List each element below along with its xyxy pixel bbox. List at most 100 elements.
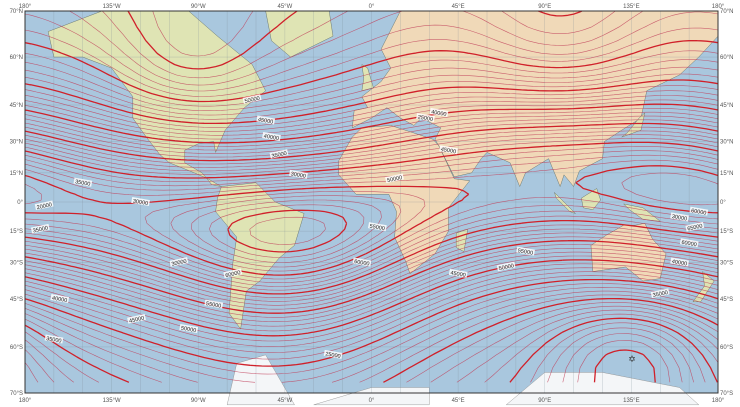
contour-label-text: 45000 [440,147,456,156]
contour-label-text: 50000 [498,263,514,272]
lon-label-bottom: 90°W [191,398,206,404]
contour-label: 60000 [223,268,243,279]
lat-label-left: 0° [17,200,23,206]
contour-49000 [24,85,719,360]
contour-57000 [24,11,719,383]
contour-26000 [209,204,365,258]
contour-label-text: 20000 [36,202,52,211]
contour-55000 [24,39,719,383]
contour-label-text: 35000 [652,290,668,299]
lat-label-left: 60°S [10,345,23,351]
contour-label-text: 65000 [687,223,703,232]
contour-lines [24,10,719,383]
contour-label: 35000 [650,288,670,299]
contour-39000 [24,126,719,310]
contour-label: 35000 [269,149,289,160]
contour-label: 50000 [179,324,199,334]
contour-label: 30000 [289,169,308,180]
lat-label-right: 60°N [720,55,733,61]
contour-label-text: 25000 [417,115,433,124]
contour-51000 [24,73,719,375]
contour-47000 [24,95,719,347]
lon-label-top: 90°E [538,4,551,10]
lat-label-right: 60°S [720,345,733,351]
contour-label-text: 35000 [271,151,287,160]
contour-label: 40000 [429,107,449,118]
contour-labels: 50000 45000 40000 35000 30000 25000 20000 35000… [30,94,709,360]
contour-label: 60000 [689,206,709,217]
contour-59000 [24,10,719,383]
lat-label-right: 70°N [720,9,733,15]
lon-label-top: 0° [369,4,375,10]
contour-label: 55000 [367,222,387,233]
lat-label-left: 15°S [10,229,23,235]
lat-label-right: 15°N [720,171,733,177]
lon-label-bottom: 135°W [103,398,121,404]
contour-label-text: 40000 [51,296,67,305]
lon-label-top: 180° [19,4,32,10]
contour-label-text: 60000 [681,240,697,249]
contour-31000 [24,159,719,280]
contour-label: 50000 [242,94,262,105]
contour-label-text: 45000 [450,270,466,279]
lat-label-right: 30°N [720,140,733,146]
contour-label-text: 60000 [691,208,707,217]
contour-48000 [24,90,719,353]
contour-label: 20000 [34,200,54,211]
lat-label-right: 45°N [720,103,733,109]
lat-label-left: 70°N [10,9,23,15]
lon-label-top: 45°E [452,4,465,10]
contour-34000 [24,146,719,291]
contour-25000 [227,209,348,253]
lat-label-right: 15°S [720,229,733,235]
contour-label-text: 40000 [671,259,687,268]
contour-42000 [24,115,719,322]
contour-label: 25000 [416,113,435,123]
lat-label-right: 70°S [720,391,733,397]
contour-label-text: 35000 [75,179,91,188]
map-frame [24,10,719,394]
contour-label: 55000 [516,246,535,257]
contour-44000 [24,108,719,332]
contour-64000 [577,340,671,383]
contour-41000 [24,119,719,318]
lat-label-right: 45°S [720,297,733,303]
contour-24000 [249,216,326,245]
contour-label: 40000 [670,257,689,268]
lon-label-top: 45°W [278,4,293,10]
contour-56000 [24,27,719,383]
lon-label-bottom: 180° [19,398,32,404]
contour-label: 50000 [385,173,404,184]
contour-label-text: 35000 [32,225,48,234]
contour-label: 45000 [127,314,146,325]
contour-52000 [24,66,719,383]
contour-46000 [24,99,719,342]
contour-label: 35000 [73,177,93,188]
contour-label-text: 55000 [369,224,385,233]
contour-label-text: 50000 [387,175,403,184]
contour-label: 35000 [30,223,50,234]
contour-45000 [24,103,719,337]
contour-38000 [24,130,719,306]
lon-label-bottom: 135°E [623,398,639,404]
contour-label-text: 30000 [171,259,187,268]
contour-label: 40000 [262,132,281,142]
contour-61000 [152,10,706,383]
lat-label-right: 0° [720,200,726,206]
contour-label-text: 55000 [205,301,221,310]
contour-label: 45000 [439,145,458,155]
contour-label-text: 40000 [263,134,279,143]
contour-label: 35000 [44,334,64,345]
contour-label: 60000 [352,257,372,268]
contour-label-text: 45000 [257,117,273,126]
contour-label: 65000 [685,221,705,232]
contour-40000 [24,122,719,314]
contour-27000 [191,199,382,263]
contour-label-text: 40000 [431,109,447,118]
lon-label-bottom: 45°E [452,398,465,404]
lon-label-top: 135°W [103,4,121,10]
contour-label: 30000 [169,257,189,268]
lat-label-left: 30°N [10,140,23,146]
contour-label: 25000 [323,349,343,360]
